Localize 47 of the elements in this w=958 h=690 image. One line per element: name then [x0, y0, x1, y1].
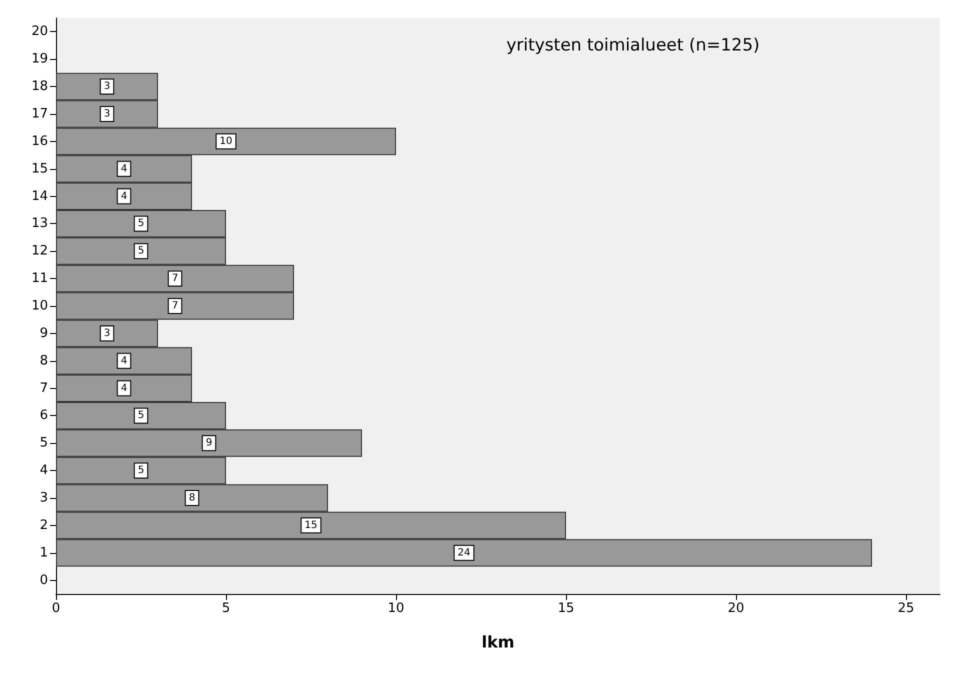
data-label: 4 — [120, 355, 128, 366]
y-tick-label: 16 — [31, 134, 48, 149]
x-tick-label: 20 — [728, 601, 744, 616]
data-label: 5 — [138, 465, 144, 476]
y-tick-label: 9 — [40, 326, 48, 341]
data-label: 4 — [120, 190, 128, 202]
y-tick-label: 19 — [31, 52, 48, 67]
y-tick-label: 8 — [40, 353, 48, 368]
y-tick-label: 20 — [31, 24, 48, 40]
data-label: 4 — [120, 163, 128, 174]
data-label: 5 — [138, 218, 144, 230]
data-label: 5 — [138, 246, 144, 257]
data-label: 9 — [206, 438, 212, 449]
y-tick-label: 18 — [31, 79, 48, 94]
x-tick-label: 0 — [52, 601, 60, 616]
text: yritysten toimialueet (n=125) — [506, 36, 760, 56]
data-label: 4 — [120, 382, 128, 394]
x-tick-label: 5 — [222, 601, 230, 616]
y-tick-label: 15 — [31, 161, 48, 176]
data-label: 7 — [172, 300, 178, 312]
y-tick-label: 2 — [40, 518, 48, 533]
y-tick-label: 5 — [40, 436, 48, 451]
y-tick-label: 3 — [40, 490, 48, 506]
data-label: 3 — [104, 108, 110, 120]
y-tick-label: 11 — [31, 271, 48, 286]
y-tick-label: 1 — [40, 545, 48, 560]
data-label: 24 — [458, 547, 470, 558]
x-tick-label: 25 — [898, 601, 914, 616]
y-tick-label: 14 — [31, 188, 48, 204]
y-tick-label: 12 — [31, 244, 48, 259]
data-label: 3 — [104, 328, 110, 339]
data-label: 7 — [172, 273, 178, 284]
data-label: 8 — [188, 492, 196, 504]
data-label: 10 — [220, 136, 232, 147]
y-tick-label: 13 — [31, 216, 48, 232]
y-tick-label: 17 — [31, 106, 48, 122]
x-axis-title: lkm — [482, 632, 514, 652]
y-tick-label: 6 — [40, 408, 48, 424]
y-tick-label: 0 — [40, 572, 48, 588]
data-label: 5 — [138, 410, 144, 422]
x-tick-label: 15 — [558, 601, 574, 616]
y-tick-label: 10 — [31, 298, 48, 314]
y-tick-label: 7 — [40, 380, 48, 396]
data-label: 15 — [304, 520, 318, 531]
y-tick-label: 4 — [40, 463, 48, 478]
x-tick-label: 10 — [388, 601, 404, 616]
data-label: 3 — [104, 81, 110, 92]
